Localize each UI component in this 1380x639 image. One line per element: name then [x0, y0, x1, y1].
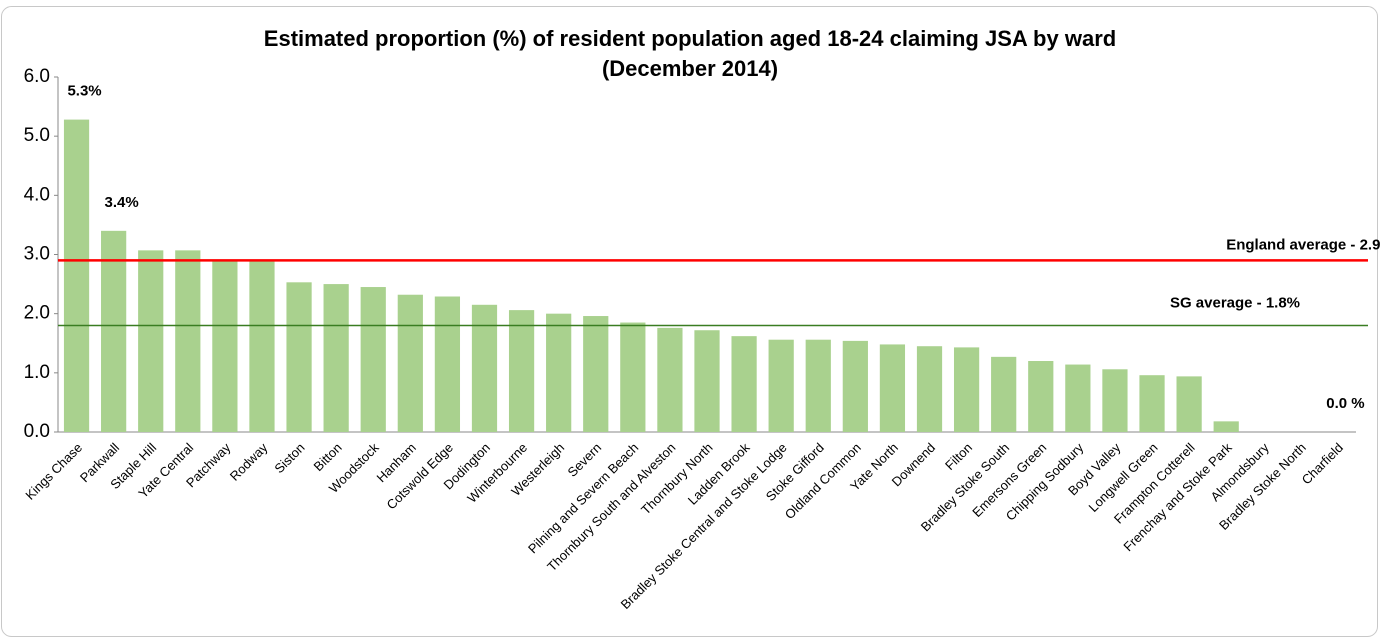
bar — [1102, 369, 1128, 432]
x-tick-label: Rodway — [227, 440, 271, 484]
bar — [1139, 375, 1165, 432]
bar — [249, 260, 275, 432]
reference-label: England average - 2.9% — [1226, 236, 1380, 253]
bar — [546, 313, 572, 432]
chart-border — [1, 6, 1378, 637]
bar — [991, 356, 1017, 432]
bar — [583, 316, 609, 432]
bar — [434, 296, 461, 432]
bar — [101, 230, 127, 432]
y-tick-label: 1.0 — [24, 362, 50, 383]
bar — [212, 260, 238, 432]
bar — [360, 287, 386, 432]
bar — [63, 119, 90, 432]
bar — [286, 282, 312, 432]
y-tick-label: 5.0 — [24, 125, 50, 146]
bar — [805, 339, 831, 432]
bar — [508, 310, 535, 432]
x-tick-label: Bitton — [311, 440, 345, 474]
bar — [694, 330, 720, 432]
x-tick-label: Kings Chase — [22, 440, 85, 503]
bar — [953, 347, 980, 432]
bar — [620, 322, 646, 432]
bar — [731, 336, 757, 432]
bar — [1065, 364, 1091, 432]
bar — [323, 284, 349, 432]
chart-title: Estimated proportion (%) of resident pop… — [264, 26, 1116, 51]
y-tick-label: 3.0 — [24, 244, 50, 265]
bar — [138, 250, 164, 432]
bar — [1028, 361, 1054, 432]
bar — [842, 340, 868, 432]
bar — [768, 339, 794, 432]
bar — [1213, 421, 1239, 432]
chart-title: (December 2014) — [602, 56, 778, 81]
bar — [175, 250, 201, 432]
x-tick-label: Filton — [942, 440, 975, 473]
x-tick-label: Siston — [271, 440, 307, 476]
bar — [1176, 376, 1202, 432]
y-tick-label: 2.0 — [24, 303, 50, 324]
data-label: 5.3% — [67, 83, 101, 100]
data-label: 0.0 % — [1326, 395, 1364, 412]
y-tick-label: 6.0 — [24, 66, 50, 87]
bar — [657, 327, 683, 432]
data-label: 3.4% — [105, 194, 139, 211]
bar — [471, 304, 498, 432]
y-tick-label: 4.0 — [24, 184, 50, 205]
x-tick-label: Charfield — [1299, 440, 1346, 487]
reference-label: SG average - 1.8% — [1170, 294, 1300, 311]
bar — [397, 294, 423, 432]
bar — [879, 344, 906, 432]
bar — [916, 346, 943, 432]
y-tick-label: 0.0 — [24, 421, 50, 442]
